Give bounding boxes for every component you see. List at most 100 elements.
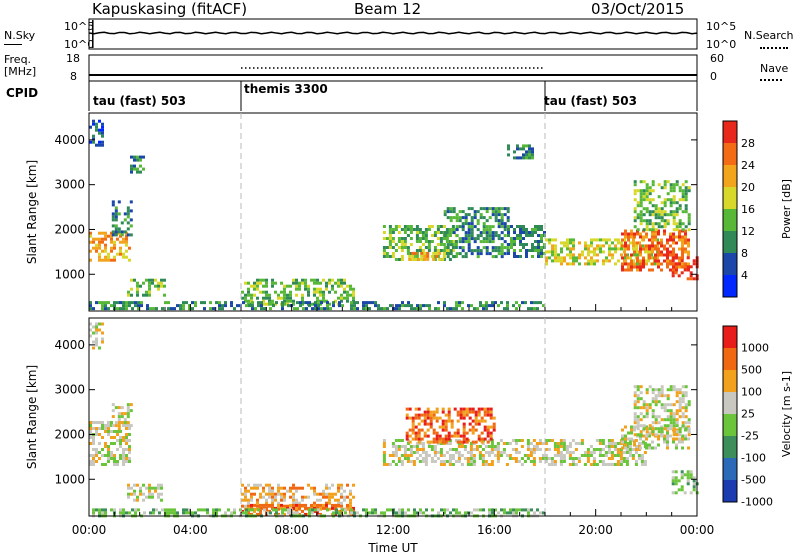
heatmap-cell — [286, 299, 289, 303]
colorbar-tick-label: -100 — [741, 452, 766, 465]
heatmap-cell — [514, 451, 518, 454]
heatmap-cell — [116, 237, 119, 241]
heatmap-cell — [313, 489, 316, 493]
heatmap-cell — [663, 222, 667, 226]
y-axis-label: Slant Range [km] — [25, 365, 39, 469]
heatmap-cell — [578, 256, 581, 260]
heatmap-cell — [510, 246, 513, 249]
heatmap-cell — [675, 265, 678, 269]
heatmap-cell — [266, 511, 269, 515]
heatmap-cell — [560, 262, 563, 266]
heatmap-cell — [446, 508, 449, 512]
heatmap-cell — [692, 277, 696, 281]
heatmap-cell — [119, 436, 122, 439]
heatmap-cell — [507, 144, 510, 148]
heatmap-cell — [461, 210, 465, 214]
heatmap-cell — [674, 482, 678, 486]
heatmap-cell — [469, 463, 473, 466]
heatmap-cell — [382, 225, 386, 228]
freq-tick-bottom: 8 — [70, 70, 77, 83]
heatmap-cell — [568, 451, 572, 454]
heatmap-cell — [247, 287, 250, 291]
heatmap-cell — [651, 228, 655, 232]
heatmap-cell — [630, 232, 633, 236]
heatmap-cell — [510, 237, 513, 240]
heatmap-cell — [388, 237, 392, 240]
heatmap-cell — [395, 307, 398, 311]
heatmap-cell — [678, 409, 682, 413]
heatmap-cell — [550, 460, 554, 463]
heatmap-cell — [420, 413, 424, 417]
heatmap-cell — [92, 442, 95, 445]
heatmap-cell — [489, 410, 493, 414]
heatmap-cell — [675, 256, 678, 260]
heatmap-cell — [394, 228, 398, 231]
heatmap-cell — [323, 307, 326, 311]
heatmap-cell — [443, 246, 447, 250]
heatmap-cell — [423, 413, 427, 417]
heatmap-cell — [497, 234, 501, 238]
heatmap-cell — [179, 304, 182, 308]
heatmap-cell — [129, 409, 133, 413]
heatmap-cell — [660, 219, 664, 223]
heatmap-cell — [657, 253, 660, 257]
heatmap-cell — [674, 479, 678, 483]
heatmap-cell — [540, 237, 543, 240]
heatmap-cell — [572, 259, 575, 263]
heatmap-cell — [474, 428, 478, 432]
heatmap-cell — [514, 439, 518, 442]
heatmap-cell — [633, 394, 637, 398]
heatmap-cell — [614, 250, 617, 254]
heatmap-cell — [669, 268, 672, 272]
heatmap-cell — [89, 430, 92, 433]
heatmap-cell — [257, 508, 260, 512]
heatmap-cell — [479, 249, 483, 253]
heatmap-cell — [486, 428, 490, 432]
heatmap-cell — [657, 222, 661, 226]
heatmap-cell — [663, 244, 666, 248]
heatmap-cell — [636, 268, 639, 272]
heatmap-cell — [353, 301, 356, 305]
heatmap-cell — [101, 331, 104, 335]
heatmap-cell — [349, 492, 352, 496]
heatmap-cell — [136, 167, 139, 171]
heatmap-cell — [642, 262, 645, 266]
heatmap-cell — [467, 225, 471, 229]
heatmap-cell — [277, 483, 280, 487]
heatmap-cell — [681, 195, 685, 199]
heatmap-cell — [635, 244, 638, 248]
heatmap-cell — [489, 416, 493, 420]
heatmap-cell — [507, 234, 510, 237]
heatmap-cell — [500, 249, 504, 253]
heatmap-cell — [566, 244, 569, 248]
heatmap-cell — [496, 451, 500, 454]
heatmap-cell — [92, 119, 95, 123]
heatmap-cell — [602, 244, 605, 248]
heatmap-cell — [313, 486, 316, 490]
heatmap-cell — [104, 255, 107, 259]
heatmap-cell — [409, 448, 413, 451]
heatmap-cell — [538, 448, 542, 451]
heatmap-cell — [203, 301, 206, 305]
heatmap-cell — [598, 460, 602, 463]
heatmap-cell — [624, 425, 627, 429]
heatmap-cell — [445, 228, 449, 231]
heatmap-cell — [692, 262, 696, 266]
heatmap-cell — [391, 451, 395, 454]
heatmap-cell — [436, 237, 440, 240]
heatmap-cell — [657, 427, 661, 431]
heatmap-cell — [469, 460, 473, 463]
heatmap-cell — [672, 424, 676, 428]
heatmap-cell — [139, 284, 142, 288]
heatmap-cell — [110, 231, 113, 235]
heatmap-cell — [408, 428, 412, 432]
heatmap-cell — [482, 222, 486, 226]
heatmap-cell — [614, 247, 617, 251]
heatmap-cell — [259, 290, 262, 294]
heatmap-cell — [343, 489, 346, 493]
heatmap-cell — [92, 137, 95, 141]
heatmap-cell — [681, 262, 684, 266]
heatmap-cell — [455, 252, 459, 256]
heatmap-cell — [126, 406, 130, 410]
heatmap-cell — [185, 301, 188, 305]
